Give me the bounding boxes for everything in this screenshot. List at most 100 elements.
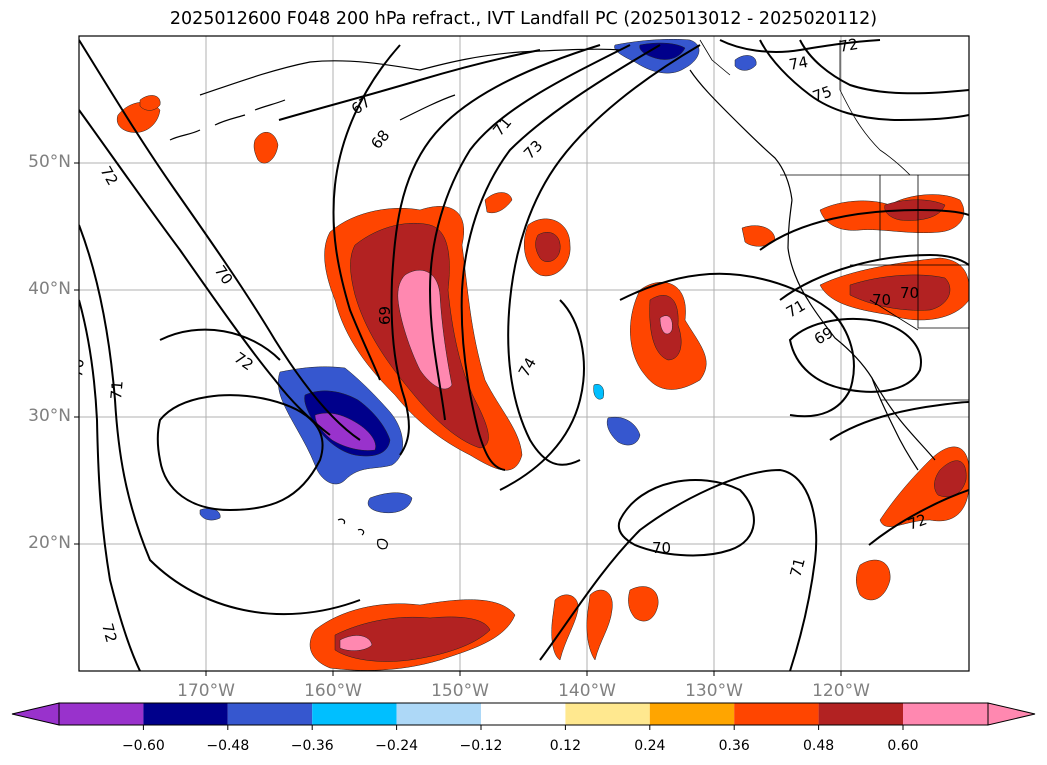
- colorbar-segment: [649, 703, 735, 725]
- pc-blob-ak-peninsula: [253, 132, 279, 164]
- pc-blob-southwest-core: [339, 635, 373, 651]
- lat-label-40n: 40°N: [28, 279, 71, 299]
- contour-71-south: [539, 468, 818, 671]
- colorbar-tick-label: −0.24: [375, 738, 419, 754]
- pc-blob-mid-inner: [535, 232, 561, 262]
- contour-69: [390, 44, 601, 456]
- contour-73: [507, 44, 701, 466]
- contour-label: 72: [98, 621, 120, 644]
- contour-72-east: [759, 208, 969, 251]
- pc-blob-s-central2: [586, 589, 613, 661]
- colorbar-extend-high: [987, 702, 1036, 726]
- contour-72-west: [79, 39, 361, 441]
- contour-label: 72: [905, 510, 929, 533]
- colorbar-tick-label: 0.36: [718, 738, 750, 754]
- pc-blob-s-east2: [628, 586, 659, 622]
- contour-70-west: [79, 109, 331, 436]
- lon-label-130w: 130°W: [685, 681, 743, 701]
- colorbar-tick-label: −0.12: [459, 738, 503, 754]
- colorbar-segment: [903, 703, 988, 725]
- colorbar-segment: [396, 703, 481, 725]
- map-frame: [78, 35, 970, 672]
- neg-blob-bc: [734, 55, 757, 71]
- border-bc-alaska: [699, 39, 911, 176]
- contour-70-se: [829, 401, 969, 441]
- contour-72-loop2: [159, 328, 281, 361]
- colorbar-tick-label: 0.48: [803, 738, 835, 754]
- pc-blob-socal-inner: [849, 274, 951, 311]
- contour-72-ne: [719, 39, 881, 53]
- colorbar-tick-label: 0.12: [549, 738, 581, 754]
- contour-74: [499, 299, 585, 491]
- colorbar: [11, 702, 1036, 730]
- contour-71-east: [619, 272, 855, 418]
- contour-70a: [428, 44, 631, 421]
- contour-label: 74: [788, 53, 810, 74]
- lon-label-160w: 160°W: [304, 681, 362, 701]
- contour-label: 70: [652, 539, 671, 557]
- political-borders: [699, 39, 969, 401]
- colorbar-extend-low: [11, 702, 60, 726]
- colorbar-segment: [312, 703, 397, 725]
- neg-blob-alaska-dark: [639, 42, 686, 60]
- pc-blob-east-core: [659, 315, 673, 335]
- colorbar-tick-label: −0.48: [206, 738, 250, 754]
- coast-aleutians: [169, 99, 286, 141]
- pc-blob-s-east: [856, 559, 891, 601]
- colorbar-tick-label: 0.60: [887, 738, 919, 754]
- lon-label-120w: 120°W: [812, 681, 870, 701]
- neg-blob-e: [606, 417, 641, 446]
- lon-label-140w: 140°W: [558, 681, 616, 701]
- contour-75: [799, 39, 969, 95]
- contour-label: 71: [786, 556, 808, 579]
- contour-lines: [79, 39, 969, 671]
- colorbar-segment: [143, 703, 228, 725]
- colorbar-tick-label: −0.60: [121, 738, 165, 754]
- map-area: [79, 36, 969, 671]
- lon-label-150w: 150°W: [431, 681, 489, 701]
- lat-label-50n: 50°N: [28, 152, 71, 172]
- lat-label-20n: 20°N: [28, 533, 71, 553]
- neg-blob-sm: [593, 384, 604, 400]
- contour-70-west2: [79, 299, 141, 671]
- colorbar-segment: [818, 703, 903, 725]
- colorbar-segment: [481, 703, 566, 725]
- border-states: [850, 175, 969, 331]
- contour-74-ne: [759, 39, 969, 122]
- contour-71: [460, 44, 661, 471]
- coast-alaska: [199, 48, 621, 121]
- contour-72-loop: [156, 394, 324, 512]
- axis-ticks: [74, 162, 842, 676]
- pc-blob-s-central: [551, 594, 579, 661]
- contour-71-west: [79, 224, 361, 616]
- pc-blob-alaska-w2: [139, 95, 161, 111]
- lat-label-30n: 30°N: [28, 406, 71, 426]
- contour-69-east: [788, 318, 922, 393]
- neg-blob-sw: [367, 492, 413, 514]
- pc-blob-ne-pac: [484, 192, 513, 214]
- coast-baja: [871, 377, 919, 471]
- coast-oregon-california: [787, 199, 936, 461]
- contour-label: 70: [900, 284, 919, 302]
- map-title: 2025012600 F048 200 hPa refract., IVT La…: [169, 9, 878, 29]
- contour-72-se: [868, 489, 969, 546]
- coastlines: [169, 48, 936, 550]
- neg-blob-central-core: [314, 412, 376, 451]
- colorbar-segment: [227, 703, 313, 725]
- pc-blob-southwest-inner: [334, 616, 491, 662]
- graticule: [79, 36, 969, 671]
- lon-label-170w: 170°W: [177, 681, 235, 701]
- colorbar-tick-label: 0.24: [634, 738, 666, 754]
- contour-label: 71: [107, 380, 127, 401]
- colorbar-tick-label: −0.36: [290, 738, 334, 754]
- contour-label: 70: [872, 291, 891, 309]
- coast-bc-washington: [689, 69, 793, 201]
- coast-hawaii: [337, 518, 388, 550]
- contour-label: 69: [376, 306, 394, 325]
- contour-label: 72: [838, 35, 860, 56]
- colorbar-segment: [734, 703, 819, 725]
- contour-label: 70: [68, 358, 88, 379]
- contour-68: [332, 44, 401, 381]
- colorbar-segment: [565, 703, 650, 725]
